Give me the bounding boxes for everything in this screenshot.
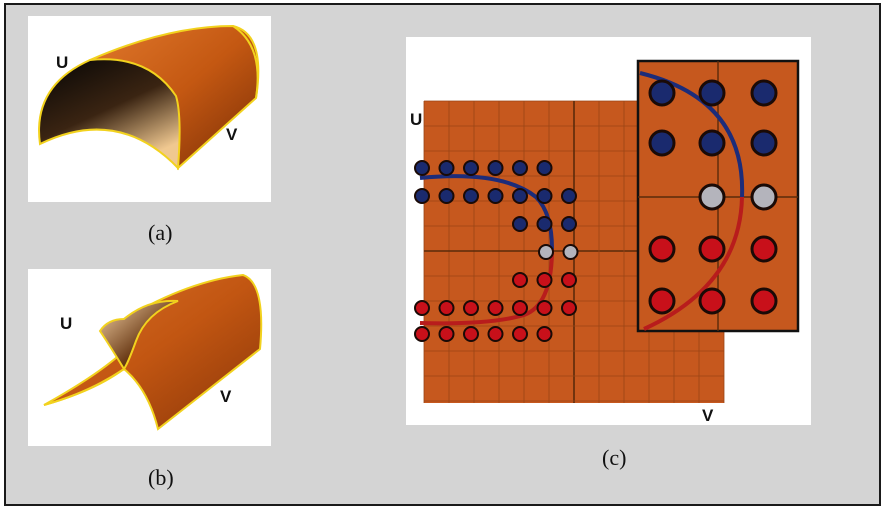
control-point-red bbox=[438, 326, 455, 342]
control-point-red bbox=[561, 272, 577, 288]
panel-b-surface: U V bbox=[28, 269, 271, 446]
caption-a: (a) bbox=[148, 220, 173, 245]
curled-surface-illustration: U V bbox=[43, 273, 263, 431]
surface-inner bbox=[38, 58, 181, 171]
zoom-control-points bbox=[648, 79, 778, 315]
surface-curl bbox=[98, 299, 179, 371]
u-axis-label: U bbox=[56, 53, 68, 72]
zoom-control-point-blue bbox=[750, 129, 778, 157]
control-point-blue bbox=[438, 188, 455, 204]
control-point-blue bbox=[512, 216, 528, 232]
zoom-control-point-grey bbox=[750, 183, 778, 211]
control-point-blue bbox=[463, 160, 479, 176]
control-point-blue bbox=[536, 188, 553, 204]
figure-frame: U V (a) U bbox=[4, 3, 881, 506]
control-point-red bbox=[512, 272, 528, 288]
control-point-blue bbox=[438, 160, 455, 176]
control-point-blue bbox=[414, 188, 430, 204]
zoom-control-point-blue bbox=[648, 79, 676, 107]
caption-c: (c) bbox=[602, 445, 627, 470]
control-point-blue bbox=[536, 160, 553, 176]
control-point-red bbox=[438, 300, 455, 316]
control-point-blue bbox=[414, 160, 430, 176]
u-axis-label: U bbox=[60, 314, 72, 333]
u-axis-label: U bbox=[410, 110, 422, 129]
v-axis-label: V bbox=[226, 125, 238, 144]
control-points bbox=[414, 160, 579, 342]
caption-b: (b) bbox=[148, 465, 174, 490]
zoom-control-point-red bbox=[648, 287, 676, 315]
control-point-blue bbox=[561, 188, 577, 204]
control-point-blue bbox=[487, 188, 504, 204]
control-point-red bbox=[414, 300, 430, 316]
control-point-red bbox=[414, 326, 430, 342]
control-point-grey bbox=[562, 244, 579, 260]
control-point-red bbox=[463, 326, 479, 342]
zoom-control-point-blue bbox=[648, 129, 676, 157]
zoom-control-point-blue bbox=[698, 79, 726, 107]
control-point-red bbox=[561, 300, 577, 316]
panel-c-control-grid: U V bbox=[406, 37, 811, 425]
zoom-control-point-red bbox=[648, 235, 676, 263]
control-point-blue bbox=[561, 216, 577, 232]
zoom-control-point-grey bbox=[698, 183, 726, 211]
zoom-control-point-red bbox=[698, 235, 726, 263]
v-axis-label: V bbox=[702, 406, 714, 425]
zoom-red-curve bbox=[643, 196, 744, 331]
panel-a-surface: U V bbox=[28, 16, 271, 202]
control-point-red bbox=[512, 326, 528, 342]
zoom-control-point-red bbox=[750, 287, 778, 315]
control-point-blue bbox=[512, 160, 528, 176]
zoom-control-point-red bbox=[698, 287, 726, 315]
control-point-red bbox=[463, 300, 479, 316]
control-point-blue bbox=[463, 188, 479, 204]
control-point-blue bbox=[487, 160, 504, 176]
control-grid-diagram: U V bbox=[410, 59, 800, 425]
zoom-control-point-blue bbox=[698, 129, 726, 157]
control-point-blue bbox=[512, 188, 528, 204]
half-cylinder-illustration: U V bbox=[38, 24, 260, 171]
v-axis-label: V bbox=[220, 387, 232, 406]
control-point-red bbox=[536, 326, 553, 342]
control-point-red bbox=[536, 300, 553, 316]
zoom-control-point-red bbox=[750, 235, 778, 263]
control-point-red bbox=[536, 272, 553, 288]
surface-outer bbox=[43, 273, 263, 431]
control-point-red bbox=[487, 300, 504, 316]
control-point-red bbox=[487, 326, 504, 342]
control-point-grey bbox=[538, 244, 554, 260]
zoom-control-point-blue bbox=[750, 79, 778, 107]
control-point-red bbox=[512, 300, 528, 316]
control-point-blue bbox=[536, 216, 553, 232]
